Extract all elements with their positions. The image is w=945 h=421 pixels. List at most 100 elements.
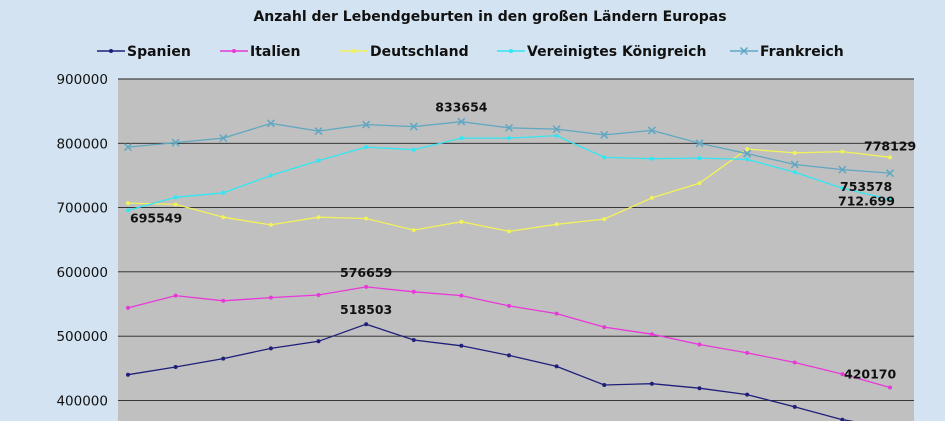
legend-item-vereinigtes-koenigreich: Vereinigtes Königreich [497,44,706,60]
data-point [602,325,607,330]
data-point [409,122,418,131]
data-point [602,217,607,222]
data-point [411,147,416,152]
series-spanien [126,322,855,421]
data-point [888,155,892,160]
data-label: 420170 [844,366,896,381]
legend: Spanien Italien Deutschland Vereinigtes Kön… [97,44,844,60]
data-point [411,289,416,294]
data-point [171,138,180,147]
data-point [457,117,466,126]
y-tick-label: 900000 [56,72,108,88]
data-point [507,136,511,141]
data-point [838,165,847,174]
y-tick-label: 400000 [56,393,108,409]
legend-label: Deutschland [370,44,469,60]
data-point [123,143,133,152]
data-point [266,119,275,128]
data-point [647,126,656,135]
data-point [840,149,845,154]
data-label: 753578 [840,179,892,194]
data-point [459,219,464,224]
data-point [697,386,702,391]
legend-item-frankreich: Frankreich [730,44,844,60]
data-point [792,404,797,409]
legend-marker [232,49,236,53]
legend-item-deutschland: Deutschland [340,44,469,60]
data-point [221,190,226,195]
data-point [316,293,321,297]
legend-item-italien: Italien [220,44,300,60]
data-point [364,145,369,150]
data-point [219,134,228,143]
data-point [554,222,559,227]
data-point [411,338,416,342]
data-point [173,202,178,207]
data-point [221,298,226,303]
data-point [268,173,273,178]
data-label: 833654 [435,100,487,115]
y-tick-label: 600000 [56,265,108,281]
data-point [554,364,559,369]
data-point [221,215,226,220]
data-point [126,201,130,206]
data-point [364,322,369,327]
legend-marker [109,49,113,53]
series-group [123,117,895,421]
data-point [790,160,799,169]
legend-item-spanien: Spanien [97,44,191,60]
data-point [743,149,752,158]
data-point [459,343,464,348]
data-point [840,417,845,421]
legend-label: Frankreich [760,44,844,60]
grid-lines [118,78,914,401]
data-point [411,228,416,233]
data-point [173,293,178,298]
data-label: 712.699 [838,193,895,208]
data-label: 695549 [130,210,182,225]
y-tick-label: 800000 [56,136,108,152]
data-point [649,381,654,386]
data-point [552,125,561,134]
legend-marker [739,46,749,56]
data-point [316,158,321,163]
data-point [649,332,654,337]
data-point [697,342,702,347]
data-point [507,353,511,358]
data-point [792,360,797,365]
data-point [268,346,273,351]
data-point [697,181,702,186]
data-point [126,372,130,377]
data-point [459,136,464,141]
y-tick-label: 700000 [56,201,108,217]
data-point [602,383,607,387]
data-point [695,139,704,148]
data-label: 518503 [340,302,392,317]
data-point [173,365,178,369]
data-point [268,222,273,227]
data-point [314,127,323,136]
data-point [316,215,321,220]
series-frankreich [123,117,895,178]
series-deutschland [126,147,892,234]
data-point [697,156,702,161]
data-point [362,120,371,129]
legend-marker [509,49,513,53]
data-point [507,303,511,308]
series-italien [126,284,892,390]
plot-area [118,79,914,421]
y-axis: 400000 500000 600000 700000 800000 900000 [56,72,108,409]
data-point [792,170,797,175]
data-point [554,133,559,138]
data-point [504,123,514,132]
legend-label: Spanien [127,44,191,60]
data-point [364,284,369,289]
data-point [507,229,511,234]
data-label: 576659 [340,265,392,280]
data-label: 778129 [864,138,916,153]
y-tick-label: 500000 [56,329,108,345]
data-point [602,155,607,160]
